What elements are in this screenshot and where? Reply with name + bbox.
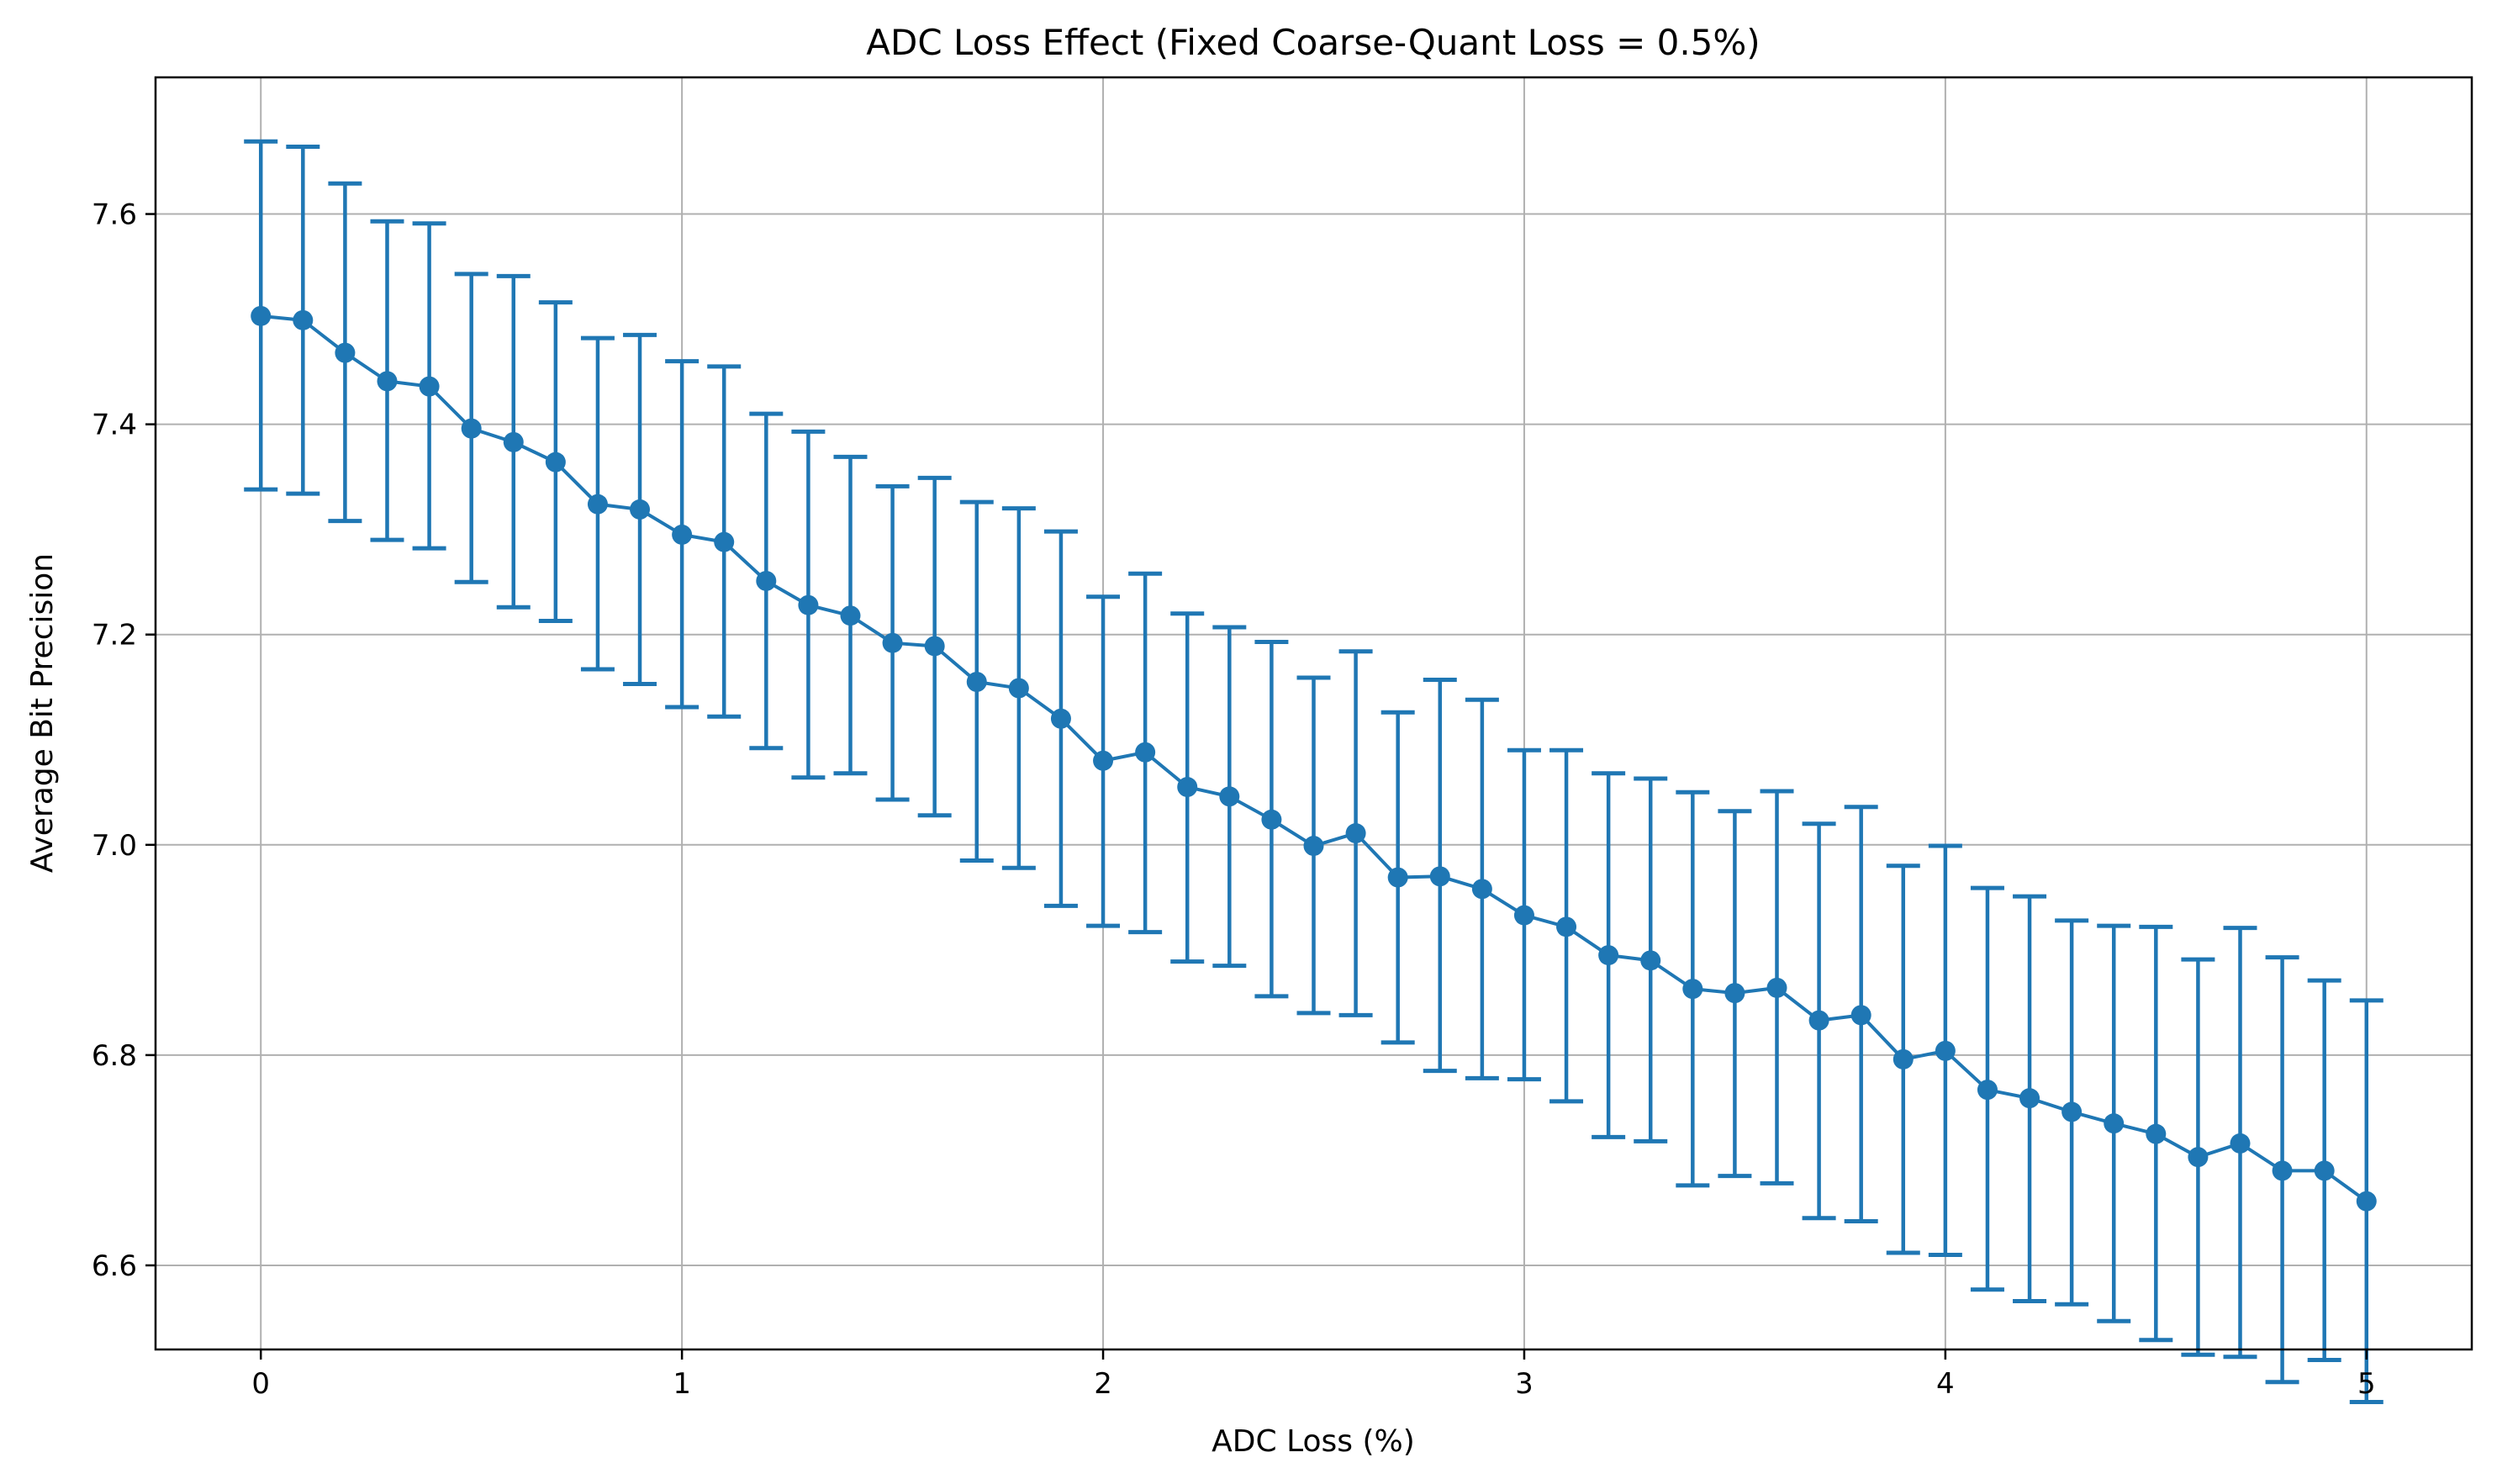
- data-point: [335, 342, 356, 363]
- data-point: [1050, 708, 1071, 729]
- data-point: [545, 452, 566, 473]
- data-point: [1093, 750, 1114, 771]
- data-point: [1135, 742, 1156, 763]
- data-point: [1219, 786, 1240, 807]
- x-tick-label: 1: [673, 1367, 691, 1401]
- data-point: [1640, 950, 1661, 971]
- data-point: [1303, 836, 1324, 857]
- data-point: [2188, 1147, 2209, 1168]
- y-tick-label: 6.6: [92, 1249, 137, 1283]
- x-tick-label: 0: [251, 1367, 270, 1401]
- data-points: [251, 305, 2377, 1212]
- y-tick-label: 7.4: [92, 409, 137, 442]
- data-point: [966, 671, 987, 692]
- data-point: [2314, 1160, 2335, 1181]
- data-point: [714, 531, 735, 552]
- data-point: [1513, 905, 1534, 926]
- data-point: [1429, 866, 1450, 887]
- x-axis-label: ADC Loss (%): [1212, 1424, 1415, 1459]
- data-point: [2272, 1160, 2293, 1181]
- y-axis-label: Average Bit Precision: [25, 553, 60, 873]
- data-point: [1008, 678, 1029, 699]
- data-point: [1977, 1080, 1998, 1101]
- data-point: [587, 494, 608, 515]
- plot-area-frame: [154, 76, 2473, 1351]
- data-point: [2230, 1133, 2251, 1154]
- data-point: [1345, 823, 1366, 844]
- data-point: [756, 570, 777, 591]
- data-point: [1766, 977, 1787, 998]
- data-point: [1850, 1005, 1871, 1026]
- y-axis-ticks: 6.6 6.8 7.0 7.2 7.4 7.6: [92, 198, 156, 1283]
- data-point: [924, 636, 945, 657]
- x-tick-label: 4: [1936, 1367, 1955, 1401]
- y-tick-label: 7.6: [92, 198, 137, 232]
- data-point: [672, 524, 693, 545]
- data-point: [1177, 777, 1198, 798]
- data-point: [1387, 867, 1408, 888]
- data-point: [630, 499, 651, 520]
- x-axis-ticks: 0 1 2 3 4 5: [251, 1349, 2376, 1401]
- x-tick-label: 2: [1094, 1367, 1112, 1401]
- x-tick-label: 3: [1515, 1367, 1534, 1401]
- data-point: [461, 418, 482, 439]
- data-point: [1724, 983, 1745, 1004]
- data-point: [1935, 1040, 1956, 1061]
- x-tick-label: 5: [2357, 1367, 2376, 1401]
- data-point: [1893, 1048, 1914, 1069]
- data-point: [377, 371, 398, 392]
- y-tick-label: 7.2: [92, 619, 137, 652]
- data-point: [1598, 945, 1619, 966]
- data-point: [503, 431, 524, 452]
- data-point: [882, 632, 903, 653]
- data-point: [1808, 1010, 1829, 1031]
- data-point: [2104, 1113, 2125, 1134]
- y-tick-label: 6.8: [92, 1039, 137, 1073]
- data-point: [2146, 1123, 2167, 1144]
- data-point: [251, 305, 272, 326]
- data-point: [1556, 916, 1577, 937]
- data-point: [1682, 979, 1703, 1000]
- data-point: [840, 605, 861, 626]
- data-point: [2061, 1101, 2083, 1122]
- data-point: [419, 376, 440, 397]
- data-point: [2019, 1088, 2040, 1109]
- data-point: [798, 594, 819, 615]
- data-point: [1261, 809, 1282, 830]
- data-point: [1471, 879, 1492, 900]
- data-point: [2356, 1191, 2377, 1212]
- data-point: [293, 309, 314, 330]
- y-tick-label: 7.0: [92, 829, 137, 863]
- chart-title: ADC Loss Effect (Fixed Coarse-Quant Loss…: [866, 22, 1760, 63]
